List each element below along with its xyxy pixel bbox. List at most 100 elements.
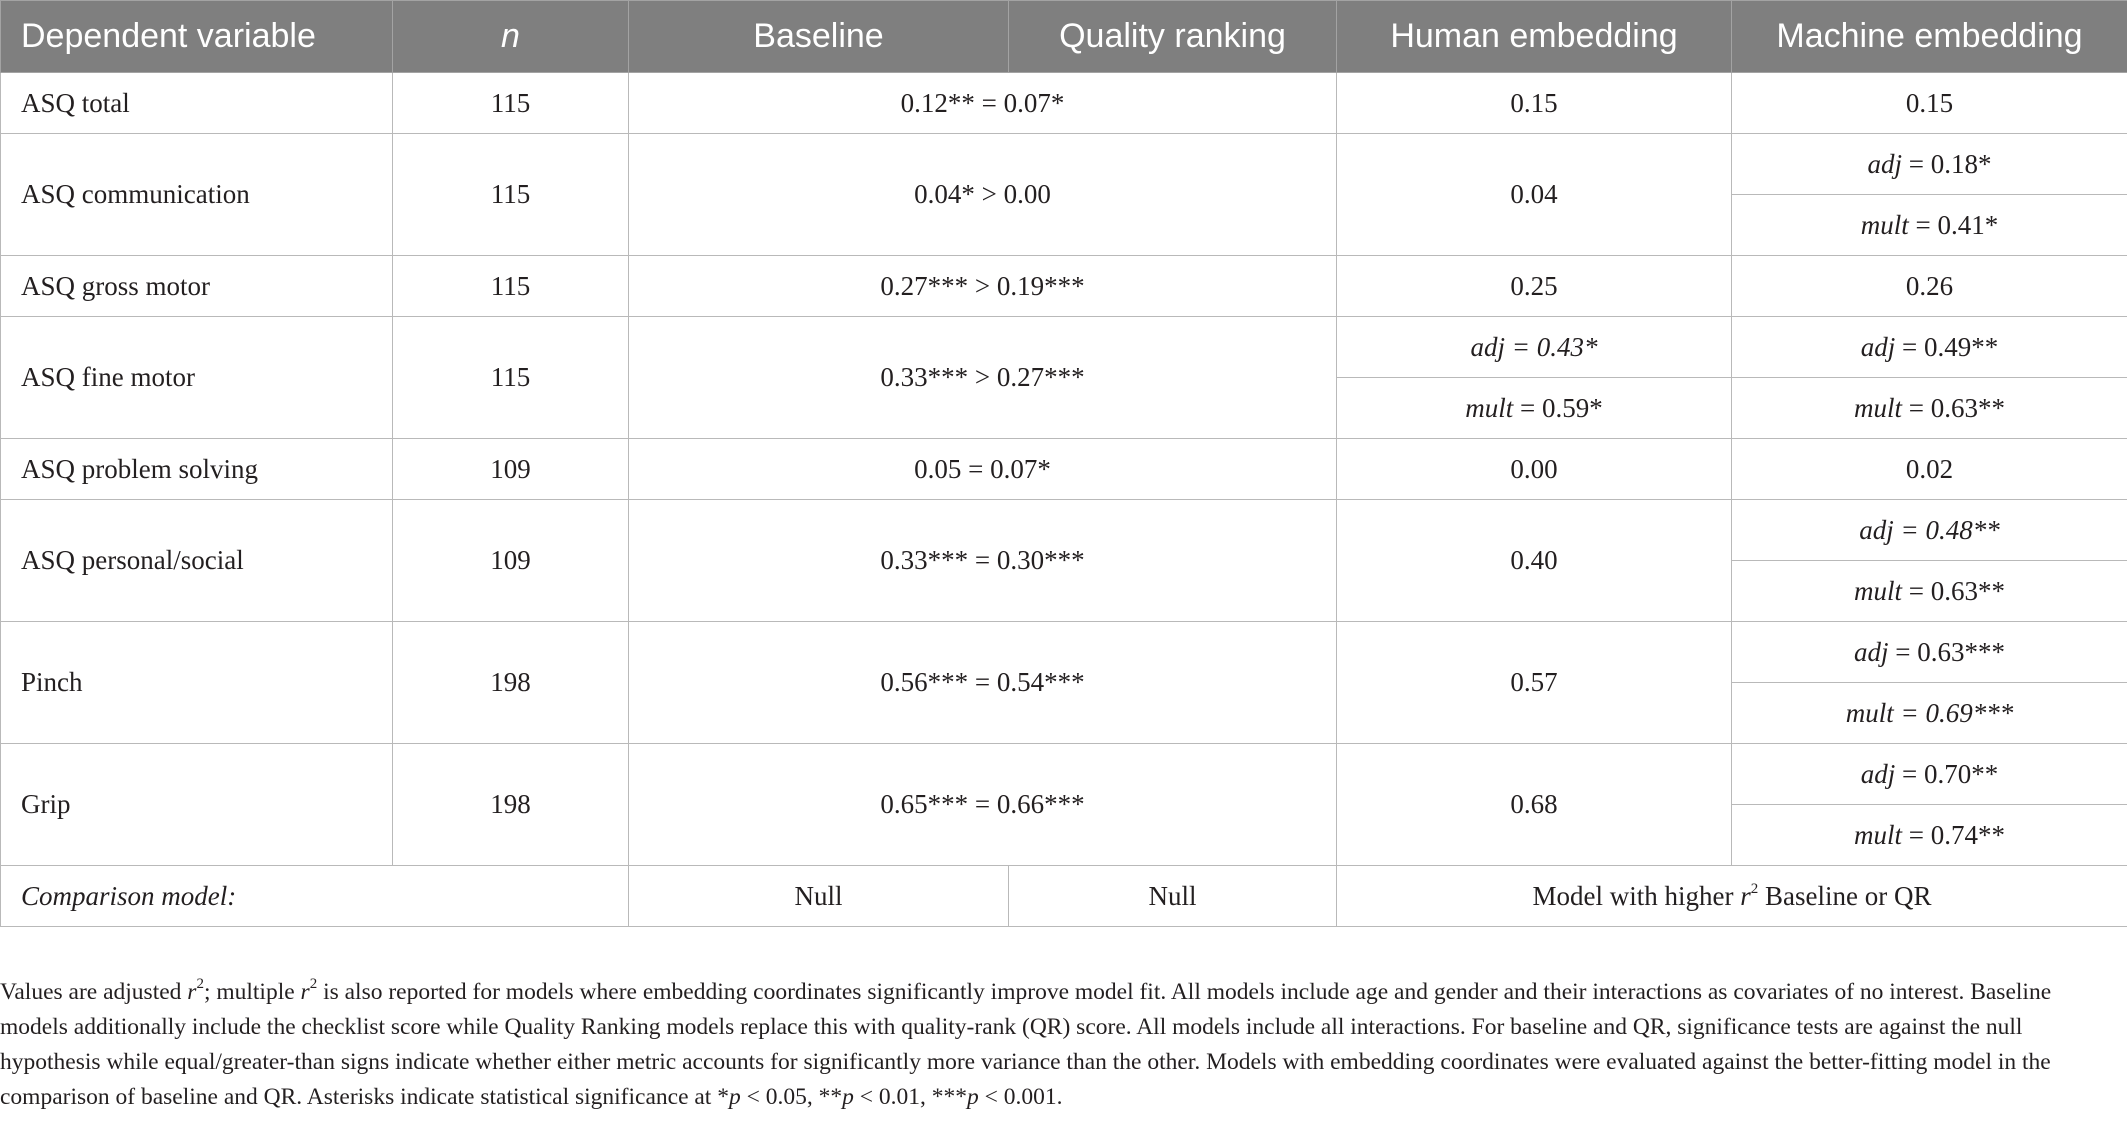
p-symbol: p — [967, 1084, 979, 1110]
machine-embedding-mult-cell: mult = 0.74** — [1731, 804, 2127, 866]
footnote-text: Values are adjusted — [0, 979, 188, 1005]
dependent-variable-cell: ASQ gross motor — [0, 255, 393, 317]
baseline-vs-qr-cell: 0.33*** = 0.30*** — [628, 499, 1337, 622]
machine-embedding-mult-cell: mult = 0.63** — [1731, 377, 2127, 439]
table-row: Grip 198 0.65*** = 0.66*** 0.68 adj = 0.… — [0, 743, 2127, 866]
machine-embedding-adj-cell: adj = 0.63*** — [1731, 621, 2127, 683]
comparison-model-row: Comparison model: Null Null Model with h… — [0, 865, 2127, 927]
mult-value: = 0.41* — [1908, 209, 1999, 240]
table-row: mult = 0.69*** — [1, 682, 2127, 744]
human-embedding-cell: 0.40 — [1336, 499, 1732, 622]
human-embedding-cell: 0.25 — [1336, 255, 1732, 317]
mult-label: mult — [1854, 575, 1903, 606]
mult-label: mult — [1854, 392, 1903, 423]
dependent-variable-cell: ASQ problem solving — [0, 438, 393, 500]
table-row: mult = 0.63** — [1, 560, 2127, 622]
dependent-variable-cell: ASQ personal/social — [0, 499, 393, 622]
adj-label: adj — [1470, 331, 1506, 362]
header-quality-ranking: Quality ranking — [1008, 0, 1337, 73]
adj-value: = 0.63*** — [1888, 636, 2005, 667]
superscript-two: 2 — [309, 976, 318, 993]
n-cell: 115 — [392, 316, 629, 439]
n-cell: 115 — [392, 255, 629, 317]
comparison-quality-ranking-cell: Null — [1008, 865, 1337, 927]
superscript-two: 2 — [196, 976, 204, 993]
machine-embedding-cell: 0.02 — [1731, 438, 2127, 500]
n-cell: 115 — [392, 72, 629, 134]
baseline-vs-qr-cell: 0.05 = 0.07* — [628, 438, 1337, 500]
table-row: ASQ communication 115 0.04* > 0.00 0.04 … — [0, 133, 2127, 256]
r-symbol: r — [187, 979, 197, 1005]
table-row: ASQ problem solving 109 0.05 = 0.07* 0.0… — [0, 438, 2127, 500]
table-row: mult = 0.41* — [1, 194, 2127, 256]
machine-embedding-adj-cell: adj = 0.70** — [1731, 743, 2127, 805]
superscript-two: 2 — [1750, 880, 1759, 897]
n-cell: 115 — [392, 133, 629, 256]
header-baseline: Baseline — [628, 0, 1009, 73]
adj-value: = 0.49** — [1895, 331, 1999, 362]
adj-value: = 0.18* — [1902, 148, 1992, 179]
human-embedding-mult-cell: mult = 0.59* — [1336, 377, 1732, 439]
mult-value: = 0.69*** — [1893, 697, 2014, 728]
human-embedding-cell: 0.68 — [1336, 743, 1732, 866]
p-symbol: p — [842, 1084, 854, 1110]
machine-embedding-cell: 0.26 — [1731, 255, 2127, 317]
mult-value: = 0.74** — [1902, 819, 2005, 850]
r-symbol: r — [300, 979, 310, 1005]
baseline-vs-qr-cell: 0.56*** = 0.54*** — [628, 621, 1337, 744]
machine-embedding-adj-cell: adj = 0.48** — [1731, 499, 2127, 561]
table-row: Pinch 198 0.56*** = 0.54*** 0.57 adj = 0… — [0, 621, 2127, 744]
header-dependent-variable: Dependent variable — [0, 0, 393, 73]
mult-label: mult — [1465, 392, 1514, 423]
machine-embedding-adj-cell: adj = 0.18* — [1731, 133, 2127, 195]
baseline-vs-qr-cell: 0.65*** = 0.66*** — [628, 743, 1337, 866]
baseline-vs-qr-cell: 0.33*** > 0.27*** — [628, 316, 1337, 439]
adj-label: adj — [1854, 636, 1889, 667]
table-row: ASQ total 115 0.12** = 0.07* 0.15 0.15 — [0, 72, 2127, 134]
r-symbol: r — [1740, 880, 1751, 911]
header-row: Dependent variable n Baseline Quality ra… — [0, 0, 2127, 73]
dependent-variable-cell: ASQ total — [0, 72, 393, 134]
footnote-text: < 0.001. — [978, 1084, 1063, 1110]
machine-embedding-mult-cell: mult = 0.41* — [1731, 194, 2127, 256]
results-table: Dependent variable n Baseline Quality ra… — [0, 0, 2127, 927]
adj-label: adj — [1860, 331, 1896, 362]
dependent-variable-cell: ASQ fine motor — [0, 316, 393, 439]
p-symbol: p — [728, 1084, 741, 1110]
comparison-embedding-suffix: Baseline or QR — [1758, 880, 1932, 911]
human-embedding-cell: 0.00 — [1336, 438, 1732, 500]
dependent-variable-cell: ASQ communication — [0, 133, 393, 256]
footnote-text: < 0.05, ** — [740, 1084, 843, 1110]
adj-label: adj — [1860, 758, 1896, 789]
adj-label: adj — [1859, 514, 1894, 545]
footnote-text: < 0.01, *** — [853, 1084, 967, 1110]
dependent-variable-cell: Pinch — [0, 621, 393, 744]
header-machine-embedding: Machine embedding — [1731, 0, 2127, 73]
n-cell: 198 — [392, 743, 629, 866]
footnote-text: is also reported for models where embedd… — [0, 979, 2052, 1110]
human-embedding-cell: 0.04 — [1336, 133, 1732, 256]
mult-label: mult — [1845, 697, 1894, 728]
table-row: ASQ personal/social 109 0.33*** = 0.30**… — [0, 499, 2127, 622]
table-row: ASQ fine motor 115 0.33*** > 0.27*** adj… — [0, 316, 2127, 439]
dependent-variable-cell: Grip — [0, 743, 393, 866]
baseline-vs-qr-cell: 0.04* > 0.00 — [628, 133, 1337, 256]
machine-embedding-mult-cell: mult = 0.69*** — [1731, 682, 2127, 744]
header-n: n — [392, 0, 629, 73]
adj-value: = 0.43* — [1505, 331, 1598, 362]
human-embedding-cell: 0.15 — [1336, 72, 1732, 134]
machine-embedding-mult-cell: mult = 0.63** — [1731, 560, 2127, 622]
mult-label: mult — [1860, 209, 1909, 240]
comparison-baseline-cell: Null — [628, 865, 1009, 927]
baseline-vs-qr-cell: 0.27*** > 0.19*** — [628, 255, 1337, 317]
machine-embedding-cell: 0.15 — [1731, 72, 2127, 134]
adj-label: adj — [1867, 148, 1903, 179]
mult-value: = 0.63** — [1902, 575, 2005, 606]
comparison-embedding-cell: Model with higher r2 Baseline or QR — [1336, 865, 2127, 927]
mult-value: = 0.63** — [1902, 392, 2005, 423]
mult-label: mult — [1854, 819, 1903, 850]
human-embedding-cell: 0.57 — [1336, 621, 1732, 744]
mult-value: = 0.59* — [1513, 392, 1603, 423]
human-embedding-adj-cell: adj = 0.43* — [1336, 316, 1732, 378]
footnote-text: ; multiple — [203, 979, 301, 1005]
